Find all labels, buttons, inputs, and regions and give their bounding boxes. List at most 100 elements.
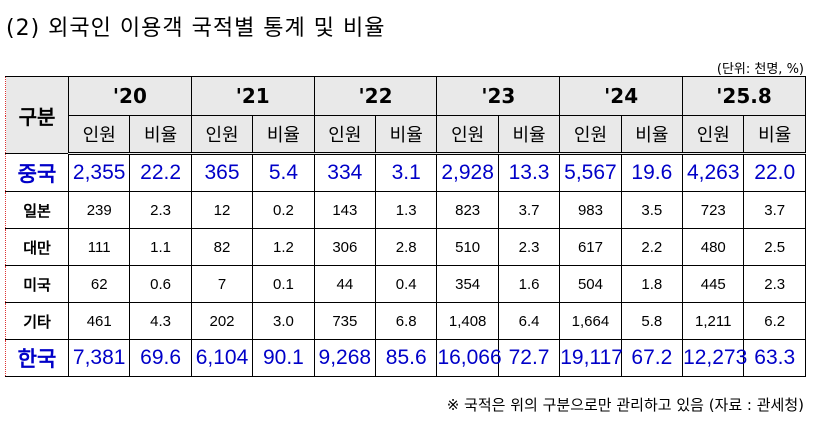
- corner-header: 구분: [5, 76, 69, 154]
- row-label: 한국: [5, 339, 69, 377]
- count-cell: 823: [436, 191, 499, 229]
- footnote: ※ 국적은 위의 구분으로만 관리하고 있음 (자료 : 관세청): [446, 396, 804, 414]
- ratio-cell: 13.3: [497, 153, 561, 192]
- count-cell: 202: [190, 302, 254, 340]
- count-cell: 735: [313, 302, 377, 340]
- ratio-cell: 3.7: [497, 191, 561, 229]
- count-header: 인원: [67, 115, 131, 155]
- ratio-cell: 0.2: [252, 191, 315, 229]
- ratio-cell: 72.7: [497, 339, 561, 377]
- table-row: 한국 7,381 69.6 6,104 90.1 9,268 85.6 16,066 72.7 1…: [5, 339, 806, 377]
- count-header: 인원: [190, 115, 254, 155]
- count-cell: 617: [559, 228, 622, 266]
- count-cell: 5,567: [559, 153, 622, 192]
- count-cell: 510: [436, 228, 499, 266]
- ratio-cell: 2.8: [375, 228, 438, 266]
- count-cell: 2,355: [67, 153, 131, 192]
- ratio-cell: 0.6: [129, 265, 192, 303]
- count-cell: 983: [559, 191, 622, 229]
- unit-label: (단위: 천명, %): [716, 62, 804, 77]
- year-header: '21: [190, 76, 315, 116]
- count-cell: 1,664: [559, 302, 622, 340]
- count-cell: 445: [682, 265, 745, 303]
- ratio-cell: 6.4: [497, 302, 561, 340]
- ratio-cell: 1.1: [129, 228, 192, 266]
- row-label: 중국: [5, 153, 69, 192]
- ratio-cell: 3.0: [252, 302, 315, 340]
- count-cell: 334: [313, 153, 377, 192]
- ratio-header: 비율: [743, 115, 806, 155]
- ratio-cell: 22.0: [743, 153, 806, 192]
- ratio-cell: 85.6: [375, 339, 438, 377]
- table-row: 일본 239 2.3 12 0.2 143 1.3 823 3.7 983 3.5 723 3.7: [5, 191, 806, 229]
- count-cell: 239: [67, 191, 131, 229]
- ratio-cell: 4.3: [129, 302, 192, 340]
- ratio-cell: 63.3: [743, 339, 806, 377]
- table-row: 미국 62 0.6 7 0.1 44 0.4 354 1.6 504 1.8 445 2.3: [5, 265, 806, 303]
- year-header: '25.8: [682, 76, 806, 116]
- ratio-cell: 1.6: [497, 265, 561, 303]
- table-row: 기타 461 4.3 202 3.0 735 6.8 1,408 6.4 1,664 5.8 1,21…: [5, 302, 806, 340]
- count-cell: 354: [436, 265, 499, 303]
- row-label: 대만: [5, 228, 69, 266]
- ratio-cell: 0.4: [375, 265, 438, 303]
- ratio-cell: 3.1: [375, 153, 438, 192]
- count-cell: 19,117: [559, 339, 623, 377]
- count-cell: 7,381: [67, 339, 131, 377]
- row-label: 미국: [5, 265, 69, 303]
- ratio-header: 비율: [497, 115, 561, 155]
- table-row: 중국 2,355 22.2 365 5.4 334 3.1 2,928 13.3 5,567 19.…: [5, 153, 806, 192]
- count-cell: 62: [67, 265, 131, 303]
- ratio-cell: 5.4: [252, 153, 315, 192]
- count-cell: 111: [67, 228, 131, 266]
- count-cell: 504: [559, 265, 622, 303]
- year-header: '24: [559, 76, 684, 116]
- year-header: '20: [68, 76, 192, 116]
- ratio-cell: 2.3: [129, 191, 192, 229]
- section-title: (2) 외국인 이용객 국적별 통계 및 비율: [6, 16, 386, 41]
- count-cell: 2,928: [436, 153, 499, 192]
- count-cell: 365: [190, 153, 254, 192]
- ratio-cell: 5.8: [620, 302, 684, 340]
- ratio-cell: 2.3: [743, 265, 806, 303]
- count-header: 인원: [313, 115, 377, 155]
- count-cell: 480: [682, 228, 745, 266]
- ratio-cell: 1.8: [620, 265, 684, 303]
- ratio-cell: 69.6: [129, 339, 192, 377]
- count-cell: 6,104: [190, 339, 254, 377]
- count-cell: 44: [313, 265, 377, 303]
- count-cell: 306: [313, 228, 377, 266]
- year-header: '23: [436, 76, 561, 116]
- ratio-cell: 1.2: [252, 228, 315, 266]
- ratio-cell: 2.5: [743, 228, 806, 266]
- stats-table: 구분 '20'21'22'23'24'25.8 인원 비율 인원 비율 인원 비율 인원 비율 인원…: [5, 76, 806, 377]
- row-label: 기타: [5, 302, 69, 340]
- row-label: 일본: [5, 191, 69, 229]
- ratio-cell: 0.1: [252, 265, 315, 303]
- count-cell: 12: [190, 191, 254, 229]
- ratio-header: 비율: [620, 115, 684, 155]
- count-cell: 9,268: [313, 339, 377, 377]
- ratio-cell: 3.7: [743, 191, 806, 229]
- ratio-cell: 67.2: [620, 339, 684, 377]
- count-cell: 7: [190, 265, 254, 303]
- ratio-cell: 90.1: [252, 339, 315, 377]
- ratio-cell: 6.2: [743, 302, 806, 340]
- count-header: 인원: [559, 115, 622, 155]
- ratio-cell: 2.3: [497, 228, 561, 266]
- count-cell: 461: [67, 302, 131, 340]
- count-cell: 1,211: [682, 302, 745, 340]
- ratio-header: 비율: [129, 115, 192, 155]
- count-cell: 1,408: [436, 302, 499, 340]
- count-cell: 16,066: [436, 339, 502, 377]
- ratio-cell: 2.2: [620, 228, 684, 266]
- ratio-cell: 19.6: [620, 153, 684, 192]
- count-cell: 82: [190, 228, 254, 266]
- count-cell: 143: [313, 191, 377, 229]
- count-cell: 723: [682, 191, 745, 229]
- ratio-cell: 1.3: [375, 191, 438, 229]
- ratio-header: 비율: [375, 115, 438, 155]
- count-header: 인원: [436, 115, 499, 155]
- count-header: 인원: [682, 115, 745, 155]
- ratio-cell: 3.5: [620, 191, 684, 229]
